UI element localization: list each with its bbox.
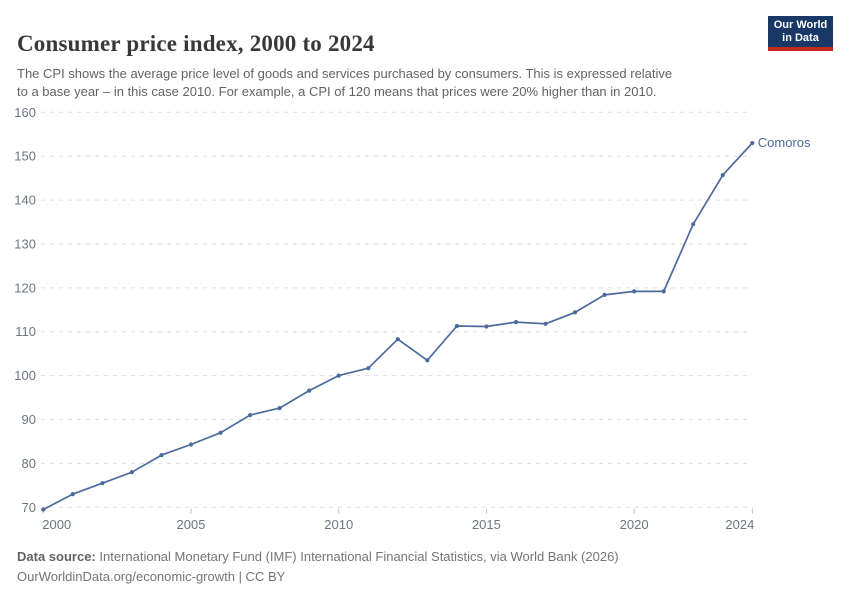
data-point	[543, 321, 548, 326]
data-point	[425, 358, 430, 363]
data-point	[632, 289, 637, 294]
data-point	[572, 310, 578, 315]
source-line: Data source: International Monetary Fund…	[17, 547, 817, 567]
chart-subtitle: The CPI shows the average price level of…	[17, 65, 777, 100]
y-tick-label: 160	[14, 105, 36, 120]
data-point	[336, 373, 341, 378]
data-point	[720, 173, 725, 178]
data-point	[750, 140, 755, 146]
x-tick-label: 2024	[725, 517, 754, 532]
y-tick-label: 110	[15, 324, 36, 339]
data-point	[366, 366, 371, 371]
data-point	[277, 406, 282, 411]
y-tick-label: 100	[14, 368, 36, 383]
data-point	[70, 492, 75, 497]
y-tick-label: 90	[22, 412, 36, 427]
x-tick-label: 2000	[42, 517, 71, 532]
data-point	[661, 289, 666, 294]
data-point	[188, 442, 194, 447]
data-point	[513, 320, 519, 325]
y-tick-label: 70	[22, 500, 36, 515]
data-point	[307, 388, 312, 393]
data-point	[454, 323, 459, 329]
y-tick-label: 120	[14, 280, 36, 295]
data-point	[602, 292, 607, 297]
chart-footer: Data source: International Monetary Fund…	[17, 547, 817, 587]
x-tick-label: 2005	[177, 517, 206, 532]
data-point	[218, 430, 223, 435]
gridlines	[41, 111, 753, 508]
data-point	[159, 453, 164, 458]
x-tick-label: 2020	[620, 517, 649, 532]
x-tick-label: 2015	[472, 517, 501, 532]
entity-label: Comoros	[758, 135, 811, 150]
owid-logo: Our World in Data	[768, 16, 833, 51]
x-tick-label: 2010	[324, 517, 353, 532]
chart-title: Consumer price index, 2000 to 2024	[17, 31, 375, 57]
data-point	[248, 413, 253, 418]
y-tick-label: 150	[14, 149, 36, 164]
logo-line-2: in Data	[782, 31, 819, 44]
source-text: International Monetary Fund (IMF) Intern…	[95, 549, 619, 564]
data-point	[41, 507, 46, 512]
data-point	[691, 222, 696, 227]
data-point	[129, 470, 134, 475]
license-line: OurWorldinData.org/economic-growth | CC …	[17, 569, 286, 584]
source-label: Data source:	[17, 549, 96, 564]
y-axis-tick-labels: 70 80 90 100 110 120 130 140 150 160	[14, 105, 36, 515]
data-line	[42, 142, 754, 511]
logo-line-1: Our World	[773, 18, 828, 31]
y-tick-label: 130	[14, 236, 36, 251]
x-axis-tick-marks	[42, 508, 753, 514]
entity-labels: Comoros	[758, 135, 811, 150]
data-point	[100, 481, 105, 486]
y-tick-label: 80	[22, 456, 36, 471]
data-point	[395, 337, 400, 342]
x-axis-tick-labels: 2000 2005 2010 2015 2020 2024	[42, 517, 754, 532]
y-tick-label: 140	[14, 193, 36, 208]
data-series[interactable]	[41, 140, 755, 512]
subtitle-line-2: to a base year – in this case 2010. For …	[17, 83, 657, 99]
data-point	[484, 324, 489, 329]
subtitle-line-1: The CPI shows the average price level of…	[17, 66, 673, 81]
